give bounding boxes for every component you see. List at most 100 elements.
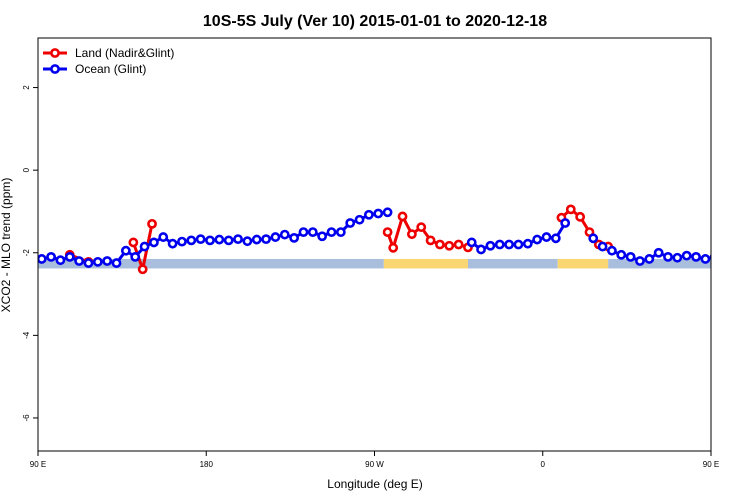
data-point (494, 239, 505, 250)
data-point (663, 251, 673, 262)
data-point (307, 227, 318, 238)
series-group (38, 204, 746, 275)
data-point (55, 255, 66, 266)
data-point (504, 239, 514, 250)
data-point (373, 208, 384, 219)
data-point (279, 229, 290, 240)
surface-band-ocean (608, 258, 711, 269)
data-point (388, 242, 399, 253)
data-point (425, 235, 436, 246)
data-point (644, 254, 655, 264)
data-point (588, 233, 599, 244)
data-point (453, 239, 464, 250)
data-point (681, 250, 692, 261)
data-point (691, 251, 701, 262)
data-point (560, 218, 571, 228)
data-point (74, 256, 85, 266)
data-point (158, 232, 169, 242)
data-point (709, 253, 711, 261)
y-axis: 2 0 -2 -4 -6 (22, 85, 38, 422)
data-point (38, 254, 47, 264)
data-point (444, 240, 455, 251)
surface-band (38, 258, 711, 269)
data-point (261, 234, 271, 245)
legend-marker (50, 48, 60, 58)
data-point (730, 253, 737, 260)
data-point (326, 227, 337, 238)
data-point (550, 233, 561, 244)
series-line-1-0 (41, 210, 388, 265)
data-point (363, 209, 374, 220)
data-point (111, 258, 122, 268)
data-point (270, 232, 281, 242)
data-point (532, 234, 543, 245)
legend-marker (50, 64, 60, 74)
data-point (597, 241, 608, 252)
chart-title: 10S-5S July (Ver 10) 2015-01-01 to 2020-… (203, 13, 547, 30)
data-point (354, 214, 365, 225)
data-point (83, 258, 94, 268)
x-axis-label: Longitude (deg E) (327, 477, 422, 491)
data-point (147, 218, 157, 229)
data-point (616, 249, 627, 260)
data-point (345, 218, 356, 228)
data-point (233, 234, 243, 245)
data-point (137, 264, 148, 275)
data-point (186, 235, 197, 246)
data-point (167, 238, 178, 249)
data-point (466, 237, 477, 248)
data-point (92, 256, 103, 267)
surface-band-land (383, 258, 468, 269)
x-tick-label: 90 E (30, 460, 46, 469)
data-point (317, 231, 328, 242)
x-axis: 90 E 180 90 W 0 90 E (30, 451, 719, 469)
data-point (102, 256, 113, 266)
data-point (242, 236, 253, 247)
y-tick-label: -2 (22, 249, 31, 257)
data-point (720, 257, 727, 264)
y-tick-label: -4 (22, 331, 31, 339)
data-point (298, 227, 309, 238)
data-point (251, 234, 262, 245)
y-tick-label: 0 (22, 167, 31, 172)
data-point (214, 234, 225, 245)
data-point (485, 240, 496, 251)
legend-label: Ocean (Glint) (75, 62, 146, 76)
x-tick-label: 0 (541, 460, 546, 469)
data-point (46, 251, 56, 262)
data-point (139, 241, 150, 252)
data-point (195, 234, 206, 245)
surface-band-ocean (38, 258, 384, 269)
data-point (565, 204, 576, 215)
data-point (476, 244, 486, 255)
data-point (522, 238, 533, 249)
data-point (128, 237, 139, 248)
data-point (575, 211, 586, 222)
data-point (635, 256, 645, 266)
data-point (335, 227, 346, 238)
surface-band-land (557, 258, 609, 269)
y-tick-label: 2 (22, 85, 31, 90)
data-point (739, 257, 746, 264)
legend-label: Land (Nadir&Glint) (75, 46, 174, 60)
x-tick-label: 90 E (703, 460, 719, 469)
data-point (120, 245, 131, 256)
data-point (435, 239, 445, 250)
data-point (382, 227, 393, 238)
surface-band-ocean (467, 258, 558, 269)
data-point (64, 251, 75, 262)
data-point (653, 247, 664, 258)
data-point (382, 207, 393, 218)
data-point (700, 254, 711, 264)
data-point (177, 236, 187, 247)
data-point (541, 232, 552, 242)
data-point (513, 239, 524, 250)
data-point (406, 229, 417, 240)
data-point (149, 237, 159, 248)
legend: Land (Nadir&Glint) Ocean (Glint) (43, 46, 174, 76)
data-point (672, 252, 683, 263)
data-point (416, 222, 427, 233)
data-point (397, 211, 408, 222)
data-point (625, 251, 636, 262)
